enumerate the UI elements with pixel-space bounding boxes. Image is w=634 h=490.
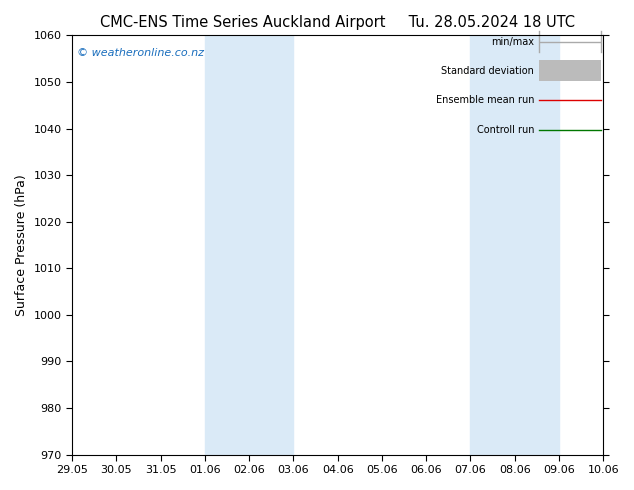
Bar bbox=[205, 35, 294, 455]
Y-axis label: Surface Pressure (hPa): Surface Pressure (hPa) bbox=[15, 174, 28, 316]
Bar bbox=[470, 35, 559, 455]
Text: min/max: min/max bbox=[491, 37, 534, 47]
Bar bbox=[540, 60, 600, 81]
Text: Standard deviation: Standard deviation bbox=[441, 66, 534, 76]
Text: © weatheronline.co.nz: © weatheronline.co.nz bbox=[77, 48, 204, 58]
Title: CMC-ENS Time Series Auckland Airport     Tu. 28.05.2024 18 UTC: CMC-ENS Time Series Auckland Airport Tu.… bbox=[100, 15, 575, 30]
Text: Ensemble mean run: Ensemble mean run bbox=[436, 96, 534, 105]
Text: Controll run: Controll run bbox=[477, 124, 534, 135]
